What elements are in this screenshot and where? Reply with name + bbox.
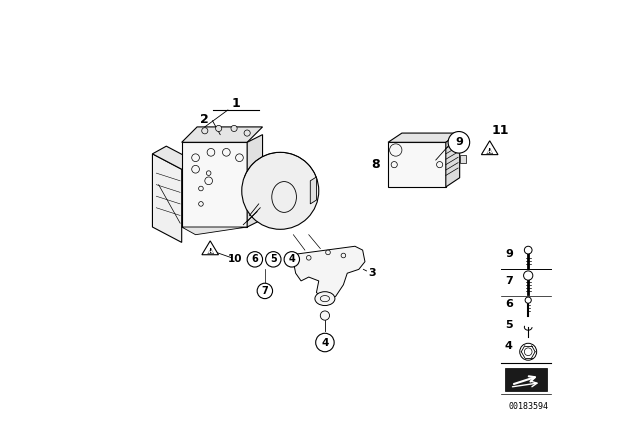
Text: 4: 4 — [321, 337, 328, 348]
Text: 00183594: 00183594 — [508, 402, 548, 411]
Text: 4: 4 — [505, 341, 513, 351]
Circle shape — [320, 311, 330, 320]
Polygon shape — [182, 142, 247, 227]
Circle shape — [198, 202, 204, 206]
Circle shape — [391, 162, 397, 168]
Text: 5: 5 — [270, 254, 276, 264]
Text: 1: 1 — [231, 97, 240, 110]
Circle shape — [436, 162, 443, 168]
Circle shape — [216, 125, 221, 132]
Circle shape — [520, 343, 537, 360]
Circle shape — [525, 297, 531, 303]
Text: 11: 11 — [492, 124, 509, 137]
Circle shape — [448, 132, 470, 153]
Circle shape — [307, 255, 311, 260]
Circle shape — [236, 154, 243, 162]
Circle shape — [524, 246, 532, 254]
Text: 7: 7 — [505, 276, 513, 286]
Polygon shape — [310, 177, 316, 204]
Circle shape — [202, 128, 208, 134]
Text: !: ! — [209, 248, 212, 254]
Text: 5: 5 — [505, 320, 513, 330]
Circle shape — [192, 165, 200, 173]
Text: ⚠: ⚠ — [486, 147, 493, 156]
Circle shape — [266, 252, 281, 267]
Circle shape — [524, 271, 533, 280]
Polygon shape — [388, 142, 446, 187]
Polygon shape — [182, 227, 247, 235]
Text: !: ! — [488, 148, 492, 154]
Text: 9: 9 — [505, 249, 513, 259]
Circle shape — [247, 252, 262, 267]
Circle shape — [316, 333, 334, 352]
Text: 3: 3 — [369, 268, 376, 278]
Text: 8: 8 — [372, 158, 380, 171]
Circle shape — [257, 283, 273, 299]
Circle shape — [244, 130, 250, 136]
Polygon shape — [202, 241, 218, 255]
Polygon shape — [460, 155, 466, 163]
Text: 10: 10 — [228, 254, 243, 264]
Text: 9: 9 — [455, 137, 463, 147]
Bar — [505, 368, 547, 391]
Circle shape — [198, 186, 204, 191]
Polygon shape — [152, 146, 196, 169]
Circle shape — [341, 253, 346, 258]
Circle shape — [192, 154, 200, 162]
Circle shape — [207, 148, 215, 156]
Circle shape — [206, 171, 211, 176]
Text: 6: 6 — [505, 299, 513, 309]
Polygon shape — [446, 133, 460, 187]
Polygon shape — [388, 133, 460, 142]
Text: 7: 7 — [262, 286, 268, 296]
Circle shape — [284, 252, 300, 267]
Circle shape — [205, 177, 212, 185]
Polygon shape — [247, 134, 262, 227]
Text: 2: 2 — [200, 113, 209, 126]
Polygon shape — [182, 127, 262, 142]
Circle shape — [326, 250, 330, 255]
Polygon shape — [481, 141, 498, 155]
Ellipse shape — [315, 292, 335, 306]
Text: ⚠: ⚠ — [207, 247, 214, 256]
Text: 4: 4 — [289, 254, 295, 264]
Polygon shape — [293, 246, 365, 300]
Circle shape — [390, 144, 402, 156]
Circle shape — [223, 148, 230, 156]
Circle shape — [242, 152, 319, 229]
Text: 6: 6 — [252, 254, 258, 264]
Polygon shape — [152, 154, 182, 242]
Circle shape — [231, 125, 237, 132]
